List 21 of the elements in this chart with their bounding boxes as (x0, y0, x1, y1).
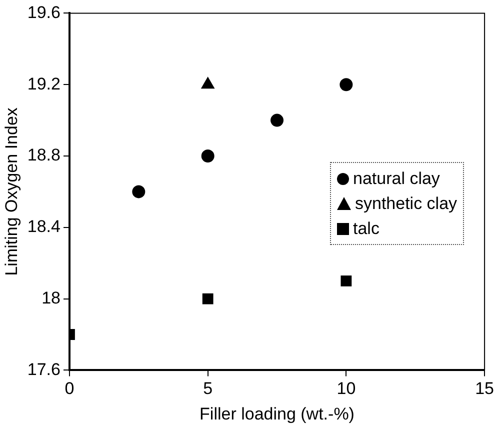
point (202, 293, 214, 304)
y-tick-label: 19.6 (27, 2, 60, 22)
point (132, 185, 146, 198)
y-tick-label: 18.8 (27, 146, 60, 165)
x-tick-label: 10 (336, 379, 356, 398)
point (340, 78, 353, 92)
x-tick-label: 5 (203, 379, 213, 398)
x-tick-label: 15 (475, 379, 494, 398)
legend-label: talc (353, 218, 380, 240)
legend-label: natural clay (353, 168, 440, 190)
point (201, 150, 214, 162)
y-tick-label: 19.2 (27, 74, 60, 94)
y-tick-label: 18 (42, 288, 60, 308)
x-axis-title: Filler loading (wt.-%) (200, 404, 354, 424)
point (340, 276, 352, 286)
legend-label: synthetic clay (355, 193, 458, 215)
point (270, 114, 284, 127)
y-tick-label: 18.4 (27, 217, 60, 236)
y-axis-title: Limiting Oxygen Index (2, 107, 21, 276)
y-tick-label: 17.6 (27, 360, 60, 379)
x-tick-label: 0 (64, 379, 74, 398)
